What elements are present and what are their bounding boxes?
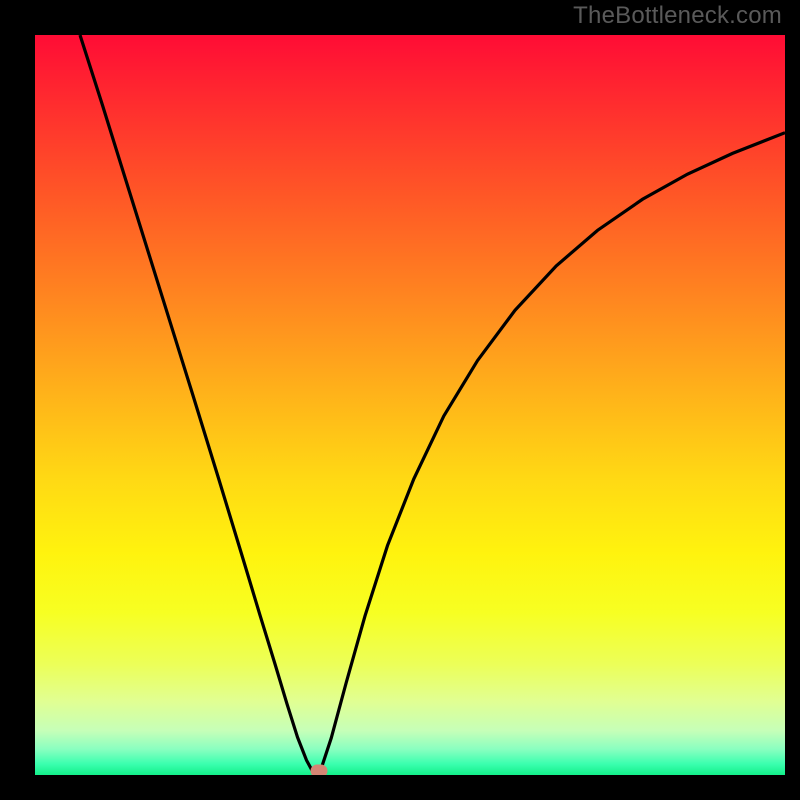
plot-area (35, 35, 785, 775)
curve-left-branch (80, 35, 316, 775)
watermark-text: TheBottleneck.com (573, 2, 782, 30)
chart-frame: TheBottleneck.com (0, 0, 800, 800)
bottleneck-curve (35, 35, 785, 775)
optimal-point-marker (310, 764, 327, 775)
curve-right-branch (316, 133, 785, 775)
